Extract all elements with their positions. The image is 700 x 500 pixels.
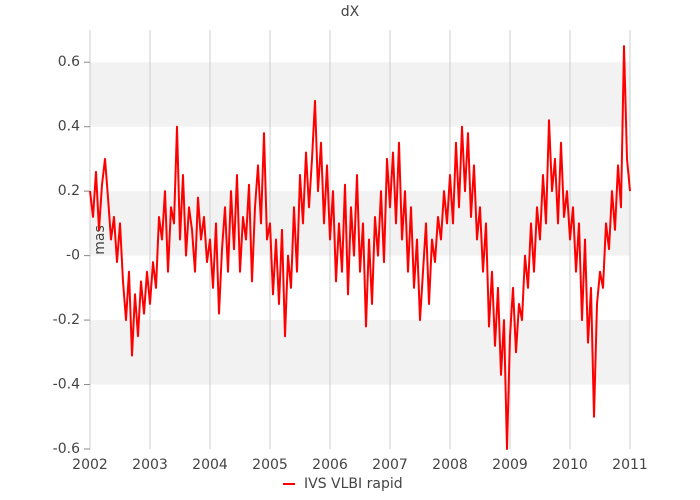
- x-tick-label: 2005: [252, 457, 288, 473]
- x-tick-label: 2002: [72, 457, 108, 473]
- grid-band: [90, 62, 630, 127]
- x-tick-label: 2011: [612, 457, 648, 473]
- y-tick-label: -0.4: [53, 377, 80, 393]
- x-tick-label: 2003: [132, 457, 168, 473]
- chart-title: dX: [341, 4, 360, 20]
- y-tick-label: -0.6: [53, 441, 80, 457]
- y-tick-label: -0.2: [53, 312, 80, 328]
- y-tick-label: 0.2: [58, 183, 80, 199]
- series-line: [89, 45, 631, 450]
- x-tick-label: 2006: [312, 457, 348, 473]
- x-tick-label: 2007: [372, 457, 408, 473]
- x-tick-label: 2008: [432, 457, 468, 473]
- y-tick-label: -0: [66, 248, 80, 264]
- y-axis-label: mas: [92, 225, 108, 255]
- y-tick-label: 0.4: [58, 119, 80, 135]
- y-tick-label: 0.6: [58, 54, 80, 70]
- x-tick-label: 2009: [492, 457, 528, 473]
- legend-label: IVS VLBI rapid: [304, 476, 403, 492]
- x-tick-label: 2010: [552, 457, 588, 473]
- grid-band: [90, 320, 630, 385]
- x-tick-label: 2004: [192, 457, 228, 473]
